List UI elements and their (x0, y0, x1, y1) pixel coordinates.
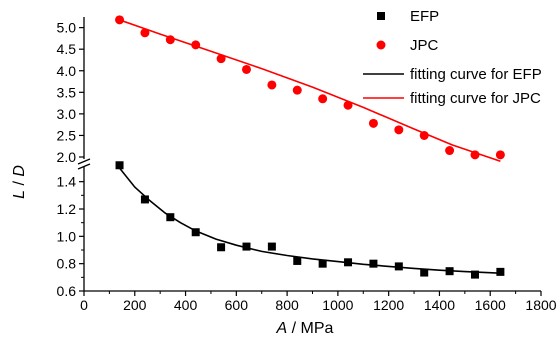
jpc-point (318, 94, 328, 104)
efp-point (496, 267, 505, 276)
fit-curves (118, 19, 501, 274)
x-tick-label: 600 (225, 297, 249, 313)
x-tick-label: 200 (123, 297, 147, 313)
legend-marker-circle (376, 40, 386, 50)
y-tick-label: 4.5 (57, 41, 77, 57)
legend-label: fitting curve for EFP (410, 66, 542, 83)
jpc-point (495, 150, 505, 160)
jpc-point (419, 130, 429, 140)
jpc-point (140, 28, 150, 38)
y-tick-label: 2.5 (57, 127, 77, 143)
jpc-point (470, 150, 480, 160)
x-tick-label: 0 (80, 297, 88, 313)
jpc-point (241, 64, 251, 74)
y-tick-label: 4.0 (57, 63, 77, 79)
efp-point (267, 242, 276, 251)
efp-point (191, 228, 200, 237)
x-tick-label: 800 (275, 297, 299, 313)
legend-label: JPC (410, 37, 439, 54)
efp-point (293, 256, 302, 265)
x-tick-label: 1400 (424, 297, 455, 313)
axis-break-mark (77, 158, 91, 165)
x-tick-label: 1800 (525, 297, 556, 313)
jpc-point (115, 15, 125, 25)
efp-point (420, 268, 429, 277)
x-tick-label: 400 (174, 297, 198, 313)
fit-curve (119, 19, 501, 163)
jpc-point (343, 100, 353, 110)
efp-point (140, 195, 149, 204)
y-tick-label: 3.0 (57, 106, 77, 122)
y-axis-title: L / D (11, 165, 28, 199)
jpc-point (165, 35, 175, 45)
y-tick-label: 0.6 (57, 283, 77, 299)
x-tick-label: 1000 (322, 297, 353, 313)
jpc-point (368, 118, 378, 128)
jpc-point (445, 146, 455, 156)
y-tick-label: 0.8 (57, 256, 77, 272)
jpc-point (267, 80, 277, 90)
efp-point (369, 259, 378, 268)
y-tick-label: 3.5 (57, 84, 77, 100)
x-tick-label: 1600 (475, 297, 506, 313)
y-tick-label: 2.0 (57, 149, 77, 165)
data-points (115, 15, 505, 279)
y-tick-label: 5.0 (57, 20, 77, 36)
legend-label: fitting curve for JPC (410, 90, 541, 107)
efp-point (470, 270, 479, 279)
legend-label: EFP (410, 8, 439, 25)
efp-point (115, 161, 124, 170)
efp-point (242, 242, 251, 251)
fit-curve (118, 167, 501, 274)
efp-point (394, 262, 403, 271)
x-tick-label: 1200 (373, 297, 404, 313)
legend: EFP JPC fitting curve for EFP fitting curve… (363, 8, 542, 107)
axis-break-mark (77, 163, 91, 170)
efp-point (166, 213, 175, 222)
legend-marker-square (377, 12, 385, 20)
jpc-point (216, 54, 226, 64)
efp-point (445, 267, 454, 276)
x-axis-title: A / MPa (276, 320, 334, 337)
efp-point (217, 243, 226, 252)
efp-point (344, 258, 353, 267)
axes: 0 200 400 600 800 1000 1200 1400 1600 1800 0.6 0.8 1… (57, 17, 557, 313)
jpc-point (191, 40, 201, 50)
efp-point (318, 259, 327, 268)
y-tick-label: 1.2 (57, 201, 77, 217)
y-tick-label: 1.4 (57, 174, 77, 190)
y-tick-label: 1.0 (57, 228, 77, 244)
jpc-point (394, 125, 404, 135)
jpc-point (292, 85, 302, 95)
